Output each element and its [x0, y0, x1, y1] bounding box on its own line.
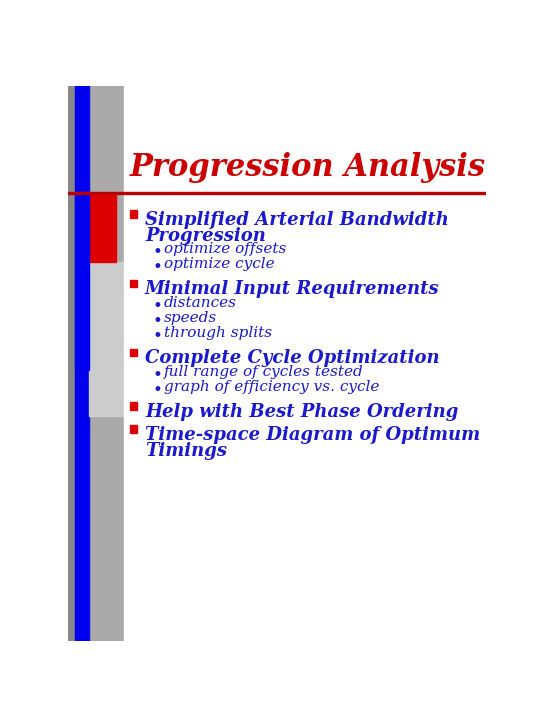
Text: full range of cycles tested: full range of cycles tested [164, 365, 363, 379]
Text: •: • [153, 366, 163, 384]
Text: optimize cycle: optimize cycle [164, 258, 274, 271]
Text: •: • [153, 297, 163, 315]
Text: •: • [153, 258, 163, 276]
Bar [130, 210, 137, 218]
Bar [130, 348, 137, 356]
Text: •: • [153, 312, 163, 330]
Text: optimize offsets: optimize offsets [164, 242, 286, 256]
Text: Simplified Arterial Bandwidth: Simplified Arterial Bandwidth [145, 211, 449, 229]
Bar [68, 86, 75, 641]
Text: graph of efficiency vs. cycle: graph of efficiency vs. cycle [164, 380, 379, 394]
Text: Complete Cycle Optimization: Complete Cycle Optimization [145, 349, 440, 367]
Text: Help with Best Phase Ordering: Help with Best Phase Ordering [145, 403, 458, 421]
Bar [75, 193, 89, 370]
Text: •: • [153, 243, 163, 261]
Bar [130, 402, 137, 410]
Text: Timings: Timings [145, 442, 227, 460]
Bar [89, 262, 124, 416]
Text: •: • [153, 327, 163, 345]
Text: distances: distances [164, 296, 237, 310]
Text: •: • [153, 381, 163, 399]
Bar [89, 193, 116, 262]
Text: Progression Analysis: Progression Analysis [130, 152, 485, 183]
Text: Minimal Input Requirements: Minimal Input Requirements [145, 280, 440, 298]
Text: through splits: through splits [164, 326, 272, 341]
Bar [75, 86, 89, 641]
Bar [89, 86, 124, 641]
Text: Time-space Diagram of Optimum: Time-space Diagram of Optimum [145, 426, 480, 444]
Bar [124, 86, 486, 641]
Text: speeds: speeds [164, 311, 217, 325]
Bar [130, 279, 137, 287]
Text: Progression: Progression [145, 227, 266, 245]
Bar [130, 426, 137, 433]
Bar [68, 192, 486, 194]
